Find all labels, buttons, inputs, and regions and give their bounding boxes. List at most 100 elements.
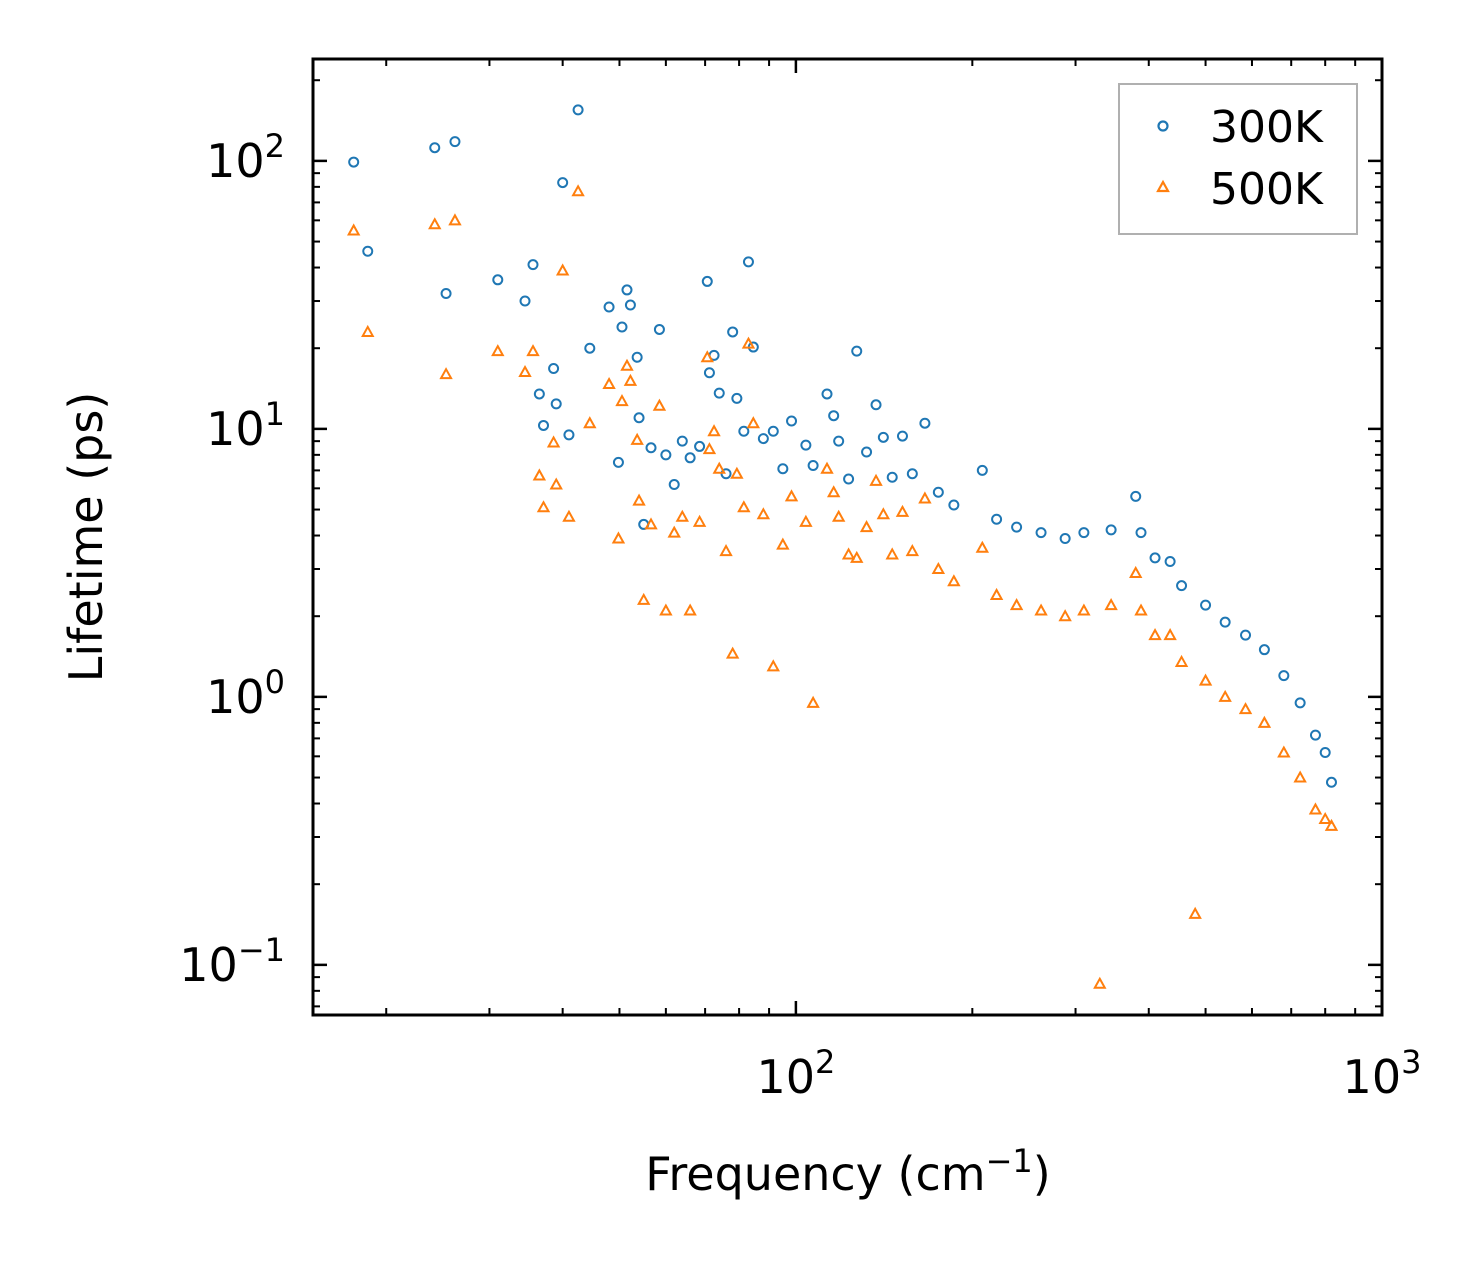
point-500K (632, 493, 646, 506)
point-300K (612, 456, 624, 468)
point-300K (492, 274, 504, 286)
point-300K (919, 417, 931, 429)
point-500K (546, 435, 561, 448)
point-300K (1135, 527, 1147, 539)
y-tick-label: 10−1 (179, 931, 285, 992)
point-300K (694, 440, 706, 452)
point-500K (712, 461, 726, 474)
point-500K (637, 592, 651, 605)
point-500K (1163, 628, 1177, 641)
point-300K (572, 104, 584, 116)
point-300K (668, 479, 680, 491)
point-500K (895, 504, 910, 517)
point-500K (820, 461, 834, 474)
y-tick-label: 101 (206, 395, 285, 456)
tick-labels: 102 103 10−1 100 101 102 (179, 127, 1421, 1104)
legend-300k-marker (1157, 120, 1169, 132)
point-300K (633, 412, 645, 424)
point-500K (841, 547, 856, 560)
point-500K (746, 416, 761, 429)
point-500K (652, 398, 667, 411)
point-300K (584, 342, 596, 354)
point-500K (931, 561, 946, 575)
point-300K (557, 177, 569, 189)
point-300K (1059, 532, 1071, 544)
x-tick-label: 103 (1343, 1043, 1422, 1104)
point-500K (1238, 702, 1253, 715)
point-300K (833, 435, 845, 447)
x-axis-label: Frequency (cm−1) (645, 1142, 1050, 1201)
point-300K (429, 142, 441, 154)
point-500K (683, 603, 697, 616)
point-500K (428, 217, 442, 230)
point-300K (777, 463, 789, 475)
point-300K (1164, 555, 1176, 567)
point-500K (439, 367, 453, 380)
point-300K (449, 136, 461, 148)
point-300K (713, 387, 725, 399)
data-layer (346, 104, 1339, 989)
point-500K (876, 507, 891, 520)
point-300K (1149, 552, 1161, 564)
point-300K (807, 460, 819, 472)
point-300K (932, 486, 944, 498)
legend-300k-label: 300K (1210, 102, 1324, 153)
point-300K (519, 295, 531, 307)
point-300K (727, 326, 739, 338)
point-500K (766, 659, 780, 672)
x-tick-label: 102 (756, 1043, 835, 1104)
point-500K (905, 544, 920, 557)
point-300K (1130, 490, 1142, 502)
point-500K (615, 394, 629, 407)
point-300K (821, 388, 833, 400)
point-300K (701, 275, 713, 287)
point-300K (660, 449, 672, 461)
point-300K (738, 425, 750, 437)
point-300K (548, 363, 560, 375)
point-500K (361, 324, 375, 337)
tick-marks (313, 59, 1384, 1015)
point-300K (676, 435, 688, 447)
point-300K (991, 513, 1003, 525)
point-500K (1077, 603, 1091, 616)
point-300K (1240, 629, 1252, 641)
legend-500k-label: 500K (1210, 164, 1324, 215)
point-500K (1058, 609, 1072, 622)
point-300K (1258, 644, 1270, 656)
point-500K (1034, 603, 1048, 616)
point-500K (702, 442, 717, 455)
point-500K (620, 358, 634, 371)
point-500K (571, 184, 585, 197)
point-500K (1293, 770, 1307, 783)
point-500K (700, 350, 714, 363)
point-500K (562, 509, 576, 522)
point-500K (1318, 811, 1332, 825)
point-300K (1035, 527, 1047, 539)
point-300K (1200, 599, 1212, 611)
point-500K (918, 491, 932, 504)
point-300K (1309, 729, 1321, 741)
point-500K (776, 537, 790, 550)
plot-frame (311, 57, 1384, 1017)
series-500K (346, 184, 1339, 989)
point-500K (885, 547, 899, 560)
point-300K (362, 245, 374, 257)
point-500K (741, 336, 756, 349)
point-500K (526, 344, 540, 357)
point-500K (975, 540, 990, 553)
point-300K (896, 430, 908, 442)
point-500K (1218, 689, 1232, 702)
point-300K (653, 323, 665, 335)
point-500K (1277, 745, 1291, 758)
point-300K (800, 439, 812, 451)
point-300K (603, 301, 615, 313)
point-300K (616, 321, 628, 333)
point-300K (563, 429, 575, 441)
point-500K (1148, 628, 1162, 641)
point-500K (707, 424, 721, 437)
point-500K (630, 432, 644, 445)
point-300K (906, 468, 918, 480)
legend: 300K 500K (1118, 83, 1358, 235)
point-300K (861, 446, 873, 458)
point-300K (621, 284, 633, 296)
